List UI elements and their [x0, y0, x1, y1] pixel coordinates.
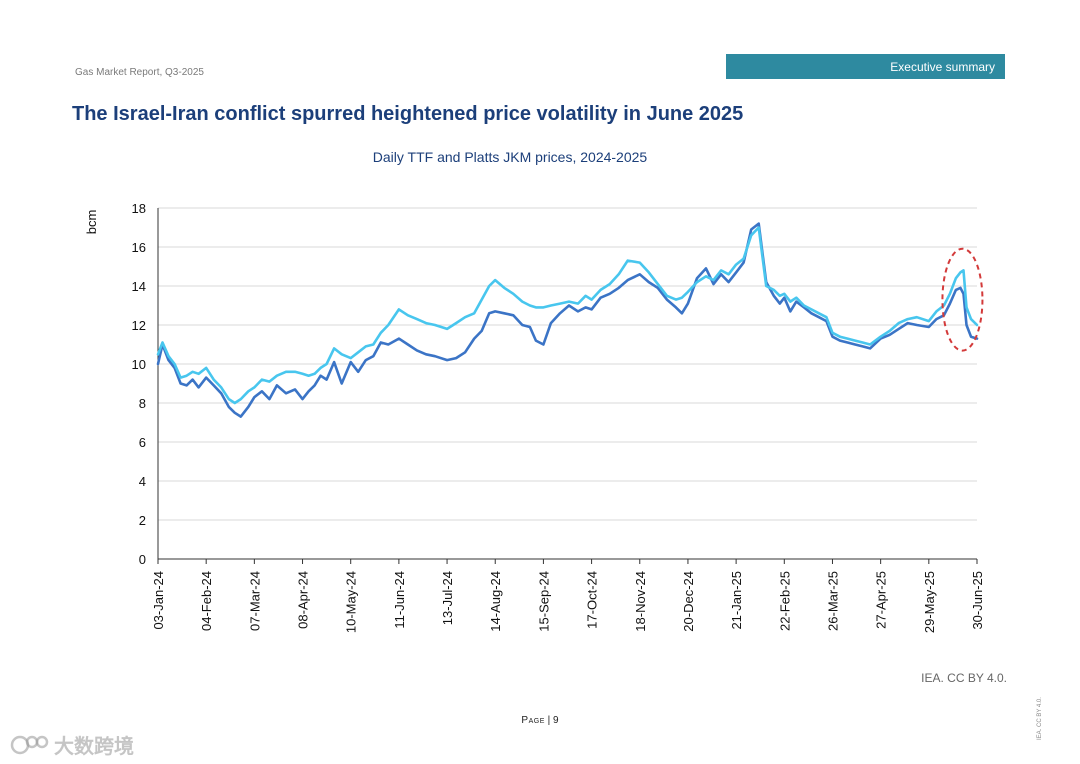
x-tick-label: 17-Oct-24 — [585, 571, 600, 629]
chart-annotations — [941, 247, 984, 352]
x-tick-label: 14-Aug-24 — [488, 571, 503, 632]
x-tick-label: 03-Jan-24 — [151, 571, 166, 630]
x-tick-labels: 03-Jan-24 04-Feb-24 07-Mar-24 08-Apr-24 10-M… — [151, 571, 985, 633]
x-tick-label: 07-Mar-24 — [247, 571, 262, 631]
y-tick-label: 10 — [132, 357, 146, 372]
chart-axes — [157, 208, 978, 564]
y-tick-label: 12 — [132, 318, 146, 333]
x-tick-label: 27-Apr-25 — [874, 571, 889, 629]
chart-grid — [158, 207, 977, 521]
watermark-logo-icon — [10, 735, 49, 754]
page-separator: | — [547, 715, 554, 726]
y-tick-labels: 0 2 4 6 8 10 12 14 16 18 — [132, 201, 146, 567]
page-label: Page — [521, 715, 545, 726]
credit-text: IEA. CC BY 4.0. — [921, 671, 1007, 685]
series-line-2 — [156, 226, 979, 405]
y-tick-label: 18 — [132, 201, 146, 216]
x-tick-label: 18-Nov-24 — [633, 571, 648, 632]
series-line-1 — [156, 222, 979, 418]
chart-title: Daily TTF and Platts JKM prices, 2024-20… — [372, 149, 648, 165]
y-tick-label: 8 — [139, 396, 146, 411]
x-tick-label: 15-Sep-24 — [536, 571, 551, 632]
x-tick-label: 30-Jun-25 — [970, 571, 985, 630]
x-tick-label: 08-Apr-24 — [296, 571, 311, 629]
x-tick-label: 22-Feb-25 — [777, 571, 792, 631]
page-number-value: 9 — [553, 715, 559, 726]
y-tick-label: 0 — [139, 552, 146, 567]
x-tick-label: 21-Jan-25 — [729, 571, 744, 630]
page-number: Page | 9 — [0, 715, 1080, 726]
x-tick-label: 13-Jul-24 — [440, 571, 455, 625]
x-tick-label: 11-Jun-24 — [392, 571, 407, 629]
section-badge: Executive summary — [726, 54, 1005, 79]
x-tick-label: 10-May-24 — [344, 571, 359, 633]
x-tick-label: 04-Feb-24 — [199, 571, 214, 631]
y-tick-label: 16 — [132, 240, 146, 255]
x-tick-label: 29-May-25 — [922, 571, 937, 633]
x-tick-label: 20-Dec-24 — [681, 571, 696, 632]
y-tick-label: 14 — [132, 279, 146, 294]
x-tick-label: 26-Mar-25 — [825, 571, 840, 631]
watermark: 大数跨境 — [10, 730, 134, 759]
y-axis-label: bcm — [84, 210, 99, 235]
series-lines — [156, 222, 979, 418]
y-tick-label: 6 — [139, 435, 146, 450]
highlight-ellipse — [941, 247, 984, 352]
y-tick-label: 2 — [139, 513, 146, 528]
report-name: Gas Market Report, Q3-2025 — [75, 67, 204, 78]
page-title: The Israel-Iran conflict spurred heighte… — [72, 103, 744, 125]
vertical-credit: IEA. CC BY 4.0. — [1037, 697, 1043, 740]
y-tick-label: 4 — [139, 474, 146, 489]
section-badge-label: Executive summary — [890, 59, 995, 74]
watermark-text: 大数跨境 — [54, 736, 134, 758]
